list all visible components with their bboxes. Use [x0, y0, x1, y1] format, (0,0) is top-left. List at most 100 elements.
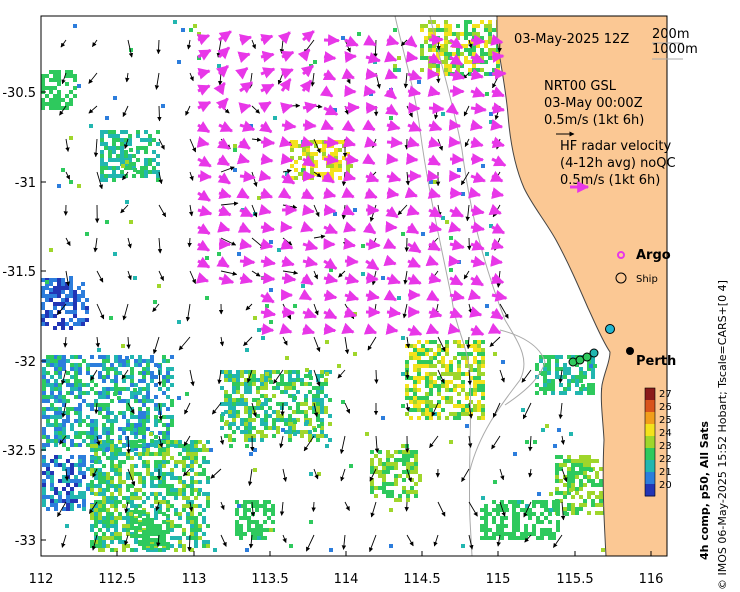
- city-label-perth: Perth: [636, 354, 676, 369]
- sst-pixel: [567, 471, 571, 475]
- sst-pixel: [571, 379, 575, 383]
- gsl-vector: [368, 534, 377, 553]
- sst-pixel: [437, 404, 441, 408]
- sst-pixel: [445, 348, 449, 352]
- hf-vector: [364, 187, 378, 199]
- sst-pixel: [97, 456, 101, 460]
- sst-pixel: [112, 170, 116, 174]
- sst-pixel: [292, 410, 296, 414]
- sst-pixel: [239, 528, 243, 532]
- sst-pixel: [49, 294, 53, 298]
- sst-pixel: [130, 526, 134, 530]
- sst-pixel: [555, 367, 559, 371]
- sst-pixel: [591, 499, 595, 503]
- gsl-vector: [313, 234, 326, 239]
- sst-pixel: [595, 495, 599, 499]
- sst-pixel: [346, 168, 350, 172]
- gsl-vector: [187, 237, 192, 248]
- sst-pixel: [126, 488, 130, 492]
- sst-pixel: [194, 496, 198, 500]
- sst-pixel: [496, 524, 500, 528]
- sst-pixel: [465, 412, 469, 416]
- hf-vector: [260, 306, 277, 319]
- gsl-vector: [65, 171, 71, 180]
- sst-pixel: [166, 514, 170, 518]
- sst-pixel: [57, 302, 61, 306]
- sst-pixel: [118, 427, 122, 431]
- sst-pixel: [49, 282, 53, 286]
- land-mass: [496, 16, 667, 556]
- sst-pixel: [66, 495, 70, 499]
- sst-pixel: [591, 383, 595, 387]
- sst-pixel: [146, 548, 150, 552]
- sst-pixel: [166, 522, 170, 526]
- sst-pixel: [198, 536, 202, 540]
- sst-pixel: [304, 374, 308, 378]
- sst-pixel: [166, 542, 170, 546]
- sst-pixel: [65, 298, 69, 302]
- hf-vector: [449, 153, 465, 166]
- sst-pixel: [42, 479, 46, 483]
- sst-pixel: [106, 516, 110, 520]
- sst-pixel: [178, 488, 182, 492]
- sst-pixel: [260, 386, 264, 390]
- sst-pixel: [193, 504, 197, 508]
- sst-pixel: [98, 407, 102, 411]
- gsl-vector: [465, 204, 470, 222]
- sst-pixel: [316, 386, 320, 390]
- sst-pixel: [170, 476, 174, 480]
- sst-pixel: [516, 512, 520, 516]
- sst-pixel: [263, 528, 267, 532]
- sst-pixel: [488, 48, 492, 52]
- sst-pixel: [73, 322, 77, 326]
- sst-pixel: [190, 508, 194, 512]
- sst-pixel: [330, 152, 334, 156]
- sst-pixel: [138, 526, 142, 530]
- sst-pixel: [142, 359, 146, 363]
- colorbar-tick-label: 26: [659, 402, 672, 413]
- sst-pixel: [162, 359, 166, 363]
- sst-pixel: [98, 391, 102, 395]
- sst-pixel: [579, 483, 583, 487]
- sst-pixel: [441, 360, 445, 364]
- sst-pixel: [61, 278, 65, 282]
- sst-pixel: [122, 516, 126, 520]
- sst-pixel: [113, 252, 117, 256]
- sst-pixel: [236, 402, 240, 406]
- hf-vector: [341, 68, 355, 80]
- sst-pixel: [536, 516, 540, 520]
- sst-pixel: [58, 363, 62, 367]
- sst-pixel: [98, 544, 102, 548]
- sst-pixel: [162, 435, 166, 439]
- gsl-vector: [93, 138, 99, 158]
- sst-pixel: [98, 480, 102, 484]
- gsl-vector: [468, 534, 474, 550]
- sst-pixel: [228, 394, 232, 398]
- hf-vector: [323, 204, 337, 217]
- sst-pixel: [150, 399, 154, 403]
- hf-vector: [239, 81, 254, 94]
- sst-pixel: [559, 367, 563, 371]
- sst-pixel: [70, 467, 74, 471]
- sst-pixel: [146, 407, 150, 411]
- sst-pixel: [142, 500, 146, 504]
- sst-pixel: [50, 423, 54, 427]
- gsl-vector: [59, 435, 67, 445]
- sst-pixel: [567, 387, 571, 391]
- sst-pixel: [110, 484, 114, 488]
- sst-pixel: [413, 396, 417, 400]
- sst-pixel: [228, 370, 232, 374]
- sst-pixel: [112, 146, 116, 150]
- gsl-vector: [279, 435, 284, 449]
- sst-pixel: [272, 386, 276, 390]
- sst-pixel: [130, 522, 134, 526]
- sst-pixel: [194, 472, 198, 476]
- x-tick-label: 115: [486, 572, 511, 587]
- sst-pixel: [50, 499, 54, 503]
- sst-pixel: [154, 407, 158, 411]
- sst-pixel: [417, 380, 421, 384]
- gsl-vector: [250, 501, 256, 517]
- sst-pixel: [190, 464, 194, 468]
- hf-vector: [363, 323, 378, 335]
- sst-pixel: [162, 542, 166, 546]
